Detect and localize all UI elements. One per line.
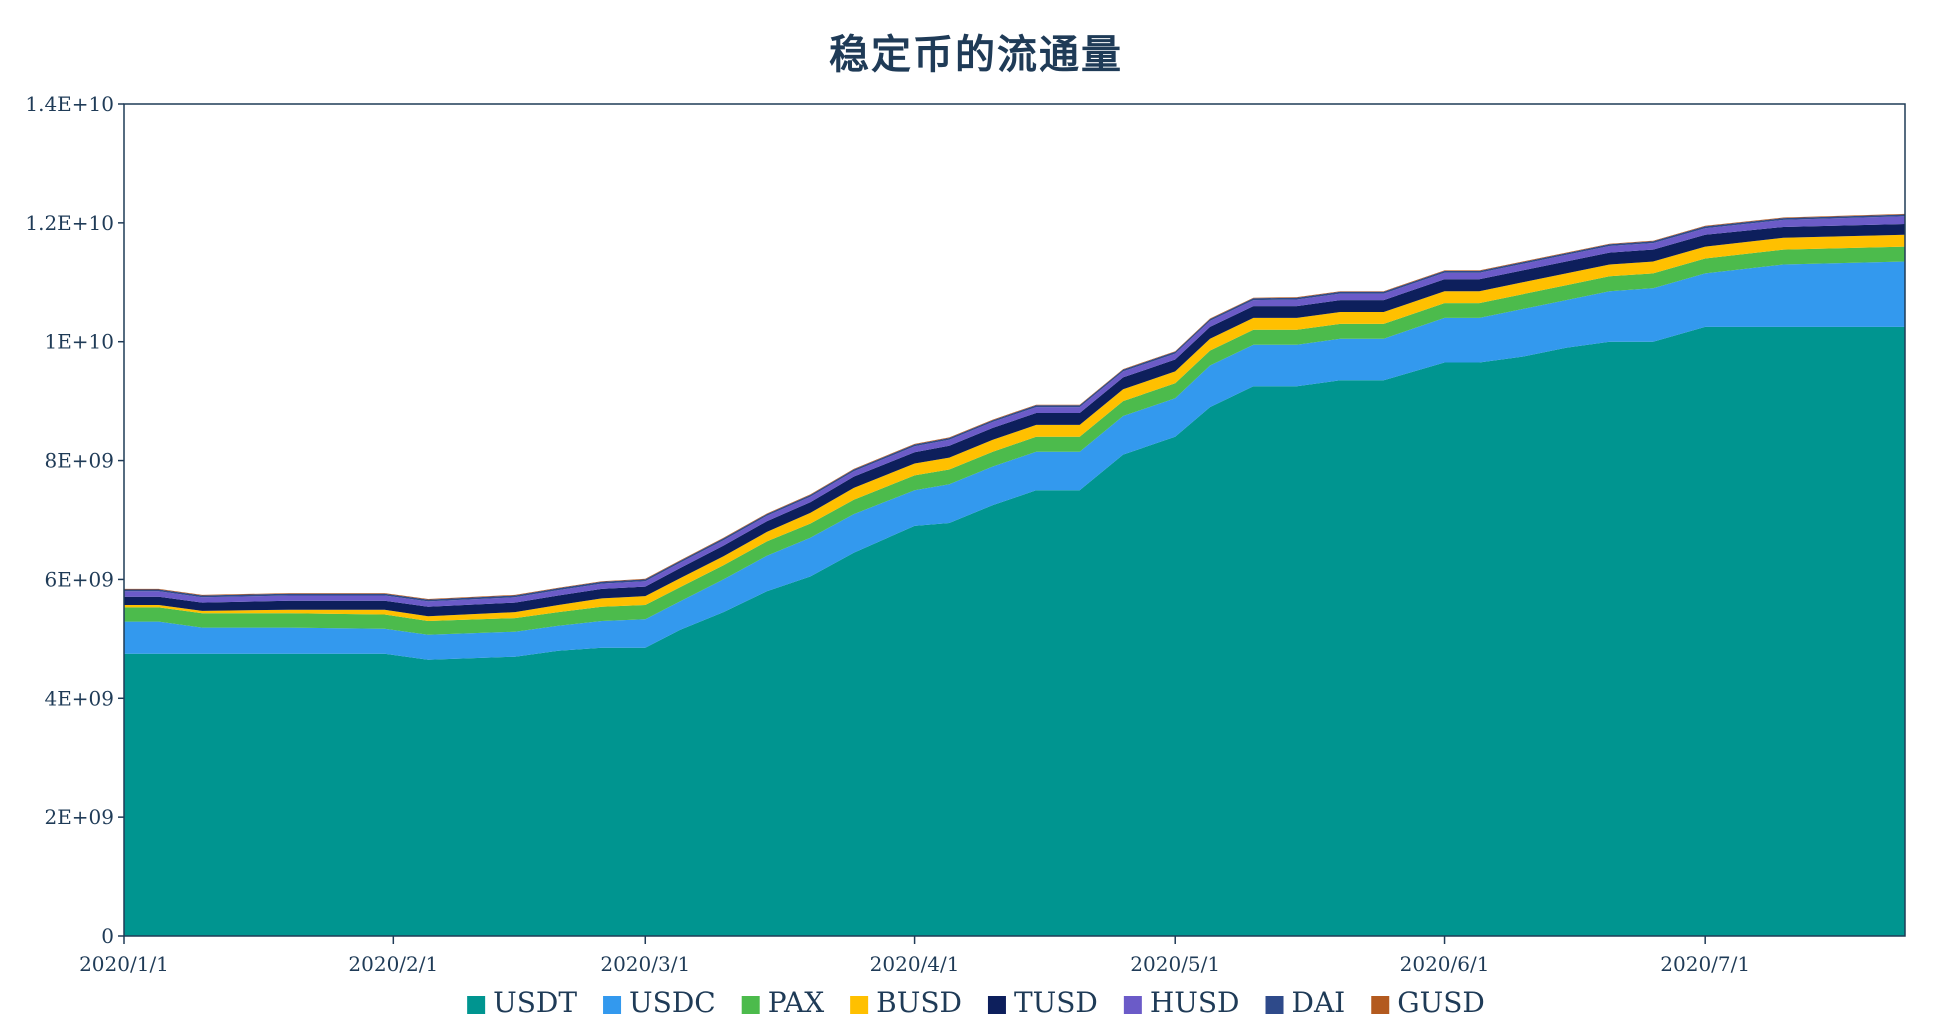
y-tick-label: 1.4E+10 — [25, 92, 114, 116]
y-tick-label: 1.2E+10 — [25, 211, 114, 235]
legend-swatch — [1265, 996, 1284, 1014]
legend-swatch — [467, 996, 486, 1014]
legend-item-dai: DAI — [1265, 986, 1346, 1019]
legend-label: TUSD — [1014, 986, 1098, 1019]
x-tick-label: 2020/3/1 — [600, 952, 690, 976]
y-tick-label: 1E+10 — [44, 330, 114, 354]
legend-item-usdt: USDT — [467, 986, 577, 1019]
area-usdt — [124, 326, 1905, 936]
y-axis: 0 2E+09 4E+09 6E+09 8E+09 1E+10 1.2E+10 1.4E+10 — [25, 92, 124, 948]
legend-label: BUSD — [876, 986, 962, 1019]
legend-item-husd: HUSD — [1123, 986, 1240, 1019]
area-series-group — [124, 213, 1905, 936]
x-tick-label: 2020/6/1 — [1400, 952, 1490, 976]
legend-swatch — [850, 996, 869, 1014]
x-tick-label: 2020/2/1 — [348, 952, 438, 976]
legend-label: HUSD — [1150, 986, 1240, 1019]
y-tick-label: 4E+09 — [44, 686, 114, 710]
legend-label: USDC — [629, 986, 716, 1019]
legend-item-usdc: USDC — [603, 986, 716, 1019]
y-tick-label: 8E+09 — [44, 449, 114, 473]
x-tick-label: 2020/1/1 — [79, 952, 169, 976]
legend-label: GUSD — [1397, 986, 1485, 1019]
x-tick-label: 2020/4/1 — [870, 952, 960, 976]
y-tick-label: 6E+09 — [44, 567, 114, 591]
chart-title: 稳定币的流通量 — [829, 32, 1123, 78]
legend-label: PAX — [768, 986, 824, 1019]
legend-item-gusd: GUSD — [1371, 986, 1485, 1019]
legend-swatch — [987, 996, 1006, 1014]
legend-swatch — [1371, 996, 1390, 1014]
x-axis: 2020/1/1 2020/2/1 2020/3/1 2020/4/1 2020/5/1… — [79, 936, 1750, 976]
legend-item-tusd: TUSD — [987, 986, 1098, 1019]
x-tick-label: 2020/5/1 — [1130, 952, 1220, 976]
legend-swatch — [603, 996, 622, 1014]
legend-item-busd: BUSD — [850, 986, 962, 1019]
legend-label: USDT — [493, 986, 577, 1019]
legend-swatch — [1123, 996, 1142, 1014]
x-tick-label: 2020/7/1 — [1660, 952, 1750, 976]
y-tick-label: 2E+09 — [44, 805, 114, 829]
legend: USDT USDC PAX BUSD TUSD HUSD DAI GUSD — [467, 986, 1485, 1019]
plot-frame — [123, 103, 1906, 937]
area-usdc — [124, 261, 1905, 660]
y-tick-label: 0 — [101, 924, 114, 948]
legend-item-pax: PAX — [741, 986, 824, 1019]
legend-label: DAI — [1292, 986, 1346, 1019]
legend-swatch — [741, 996, 760, 1014]
